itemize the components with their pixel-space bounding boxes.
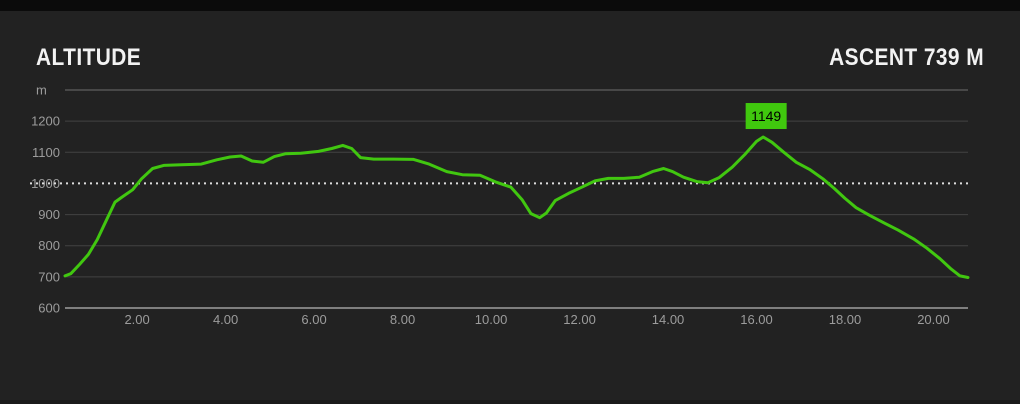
y-axis-tick-label: 900 xyxy=(38,207,60,222)
x-axis-tick-label: 14.00 xyxy=(652,312,685,327)
y-axis-tick-label: 700 xyxy=(38,269,60,284)
y-axis-tick-label: 800 xyxy=(38,238,60,253)
x-axis-tick-label: 12.00 xyxy=(563,312,596,327)
x-axis-tick-label: 18.00 xyxy=(829,312,862,327)
y-axis-tick-label: 1000 xyxy=(31,176,60,191)
y-axis-tick-label: 1200 xyxy=(31,114,60,129)
x-axis-tick-label: 6.00 xyxy=(301,312,326,327)
x-axis-tick-label: 2.00 xyxy=(124,312,149,327)
x-axis-tick-label: 10.00 xyxy=(475,312,508,327)
ascent-total-value: ASCENT 739 M xyxy=(829,44,984,71)
x-axis-tick-label: 8.00 xyxy=(390,312,415,327)
bottom-strip xyxy=(0,400,1020,404)
x-axis-tick-label: 4.00 xyxy=(213,312,238,327)
x-axis-tick-label: 16.00 xyxy=(740,312,773,327)
y-axis-tick-label: 600 xyxy=(38,301,60,316)
x-axis-tick-label: 20.00 xyxy=(917,312,950,327)
y-axis-tick-label: 1100 xyxy=(32,145,60,160)
elevation-line xyxy=(63,135,970,279)
peak-marker-label: 1149 xyxy=(751,108,781,124)
page-title: ALTITUDE xyxy=(36,44,142,71)
y-axis-unit-label: m xyxy=(36,83,47,98)
peak-marker-box xyxy=(745,103,787,130)
top-bar xyxy=(0,0,1020,11)
